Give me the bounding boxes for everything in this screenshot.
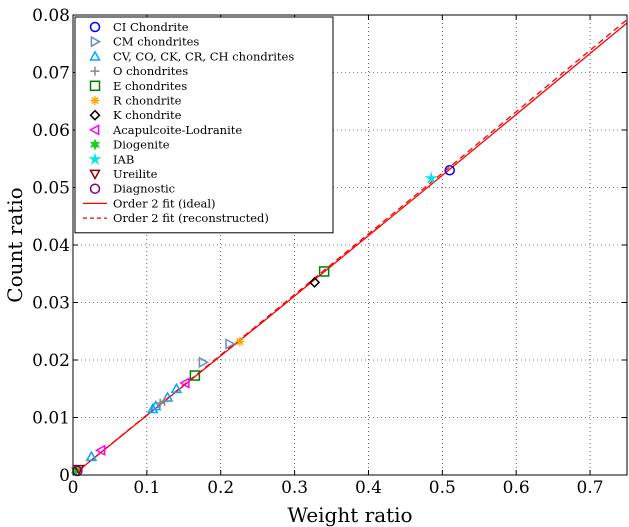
legend-marker bbox=[89, 169, 101, 181]
data-points bbox=[70, 165, 455, 477]
legend-marker bbox=[89, 21, 101, 33]
data-point-cm-chondrites bbox=[225, 338, 236, 350]
x-tick-label: 0.3 bbox=[281, 478, 308, 498]
x-tick-label: 0.4 bbox=[355, 478, 382, 498]
axis-ticks: 0 0.1 0.2 0.3 0.4 0.5 0.6 0.7 0 0.01 0.02 0.03 0.04 0… bbox=[32, 6, 627, 498]
x-tick-label: 0.1 bbox=[133, 478, 160, 498]
data-point-o-chondrites bbox=[160, 396, 170, 406]
legend-entry-label: Diogenite bbox=[113, 138, 170, 152]
legend-marker bbox=[90, 66, 100, 76]
legend-marker bbox=[88, 124, 100, 136]
legend-entry-label: Ureilite bbox=[113, 167, 158, 181]
legend-entry-label: Diagnostic bbox=[113, 182, 175, 196]
data-point-cv-co-ck-cr-ch-chondrites bbox=[147, 402, 159, 414]
legend-marker bbox=[88, 152, 102, 165]
x-tick-label: 0 bbox=[68, 478, 79, 498]
x-tick-label: 0.6 bbox=[503, 478, 530, 498]
x-tick-label: 0.5 bbox=[429, 478, 456, 498]
legend-marker bbox=[90, 96, 100, 105]
legend-entry-label: R chondrite bbox=[113, 94, 182, 108]
data-point-cv-co-ck-cr-ch-chondrites bbox=[170, 382, 183, 394]
y-axis-label: Count ratio bbox=[3, 187, 27, 302]
x-axis-label: Weight ratio bbox=[287, 503, 412, 527]
legend-entry-label: CV, CO, CK, CR, CH chondrites bbox=[113, 49, 294, 63]
legend-box bbox=[74, 16, 334, 234]
data-point-r-chondrite bbox=[235, 337, 245, 347]
legend-marker bbox=[89, 109, 101, 121]
legend-entry-label: IAB bbox=[113, 152, 134, 166]
data-point-acapulcoite-lodranite bbox=[179, 377, 190, 389]
legend-entry-label: Order 2 fit (reconstructed) bbox=[113, 211, 269, 225]
legend-entry-label: Acapulcoite-Lodranite bbox=[112, 123, 242, 137]
legend-entry-label: O chondrites bbox=[113, 64, 188, 78]
y-tick-label: 0.05 bbox=[32, 179, 70, 199]
data-point-iab bbox=[424, 171, 438, 184]
legend-entry-label: Order 2 fit (ideal) bbox=[113, 196, 216, 210]
data-point-cv-co-ck-cr-ch-chondrites bbox=[149, 399, 162, 411]
legend-entry-label: CI Chondrite bbox=[113, 20, 189, 34]
x-tick-label: 0.7 bbox=[577, 478, 604, 498]
data-point-k-chondrite bbox=[308, 276, 321, 288]
data-point-cm-chondrites bbox=[198, 356, 210, 369]
y-tick-label: 0.07 bbox=[32, 64, 70, 84]
data-point-e-chondrites bbox=[189, 370, 201, 381]
y-tick-label: 0.04 bbox=[32, 236, 70, 256]
legend-marker bbox=[89, 183, 101, 194]
y-tick-label: 0.06 bbox=[32, 121, 70, 141]
legend-entry-label: E chondrites bbox=[113, 79, 187, 93]
legend-entry-label: CM chondrites bbox=[113, 35, 199, 49]
y-tick-label: 0 bbox=[59, 466, 70, 486]
legend-entry-label: K chondrite bbox=[113, 108, 182, 122]
data-point-cv-co-ck-cr-ch-chondrites bbox=[85, 450, 98, 461]
legend-marker bbox=[89, 50, 101, 61]
legend-marker bbox=[90, 35, 102, 48]
data-point-ci-chondrite bbox=[444, 165, 455, 176]
data-point-o-chondrites bbox=[155, 398, 165, 408]
y-tick-label: 0.03 bbox=[32, 294, 70, 314]
y-tick-label: 0.08 bbox=[32, 6, 70, 26]
data-point-e-chondrites bbox=[318, 266, 330, 277]
y-tick-label: 0.01 bbox=[32, 409, 70, 429]
y-tick-label: 0.02 bbox=[32, 351, 70, 371]
legend-marker bbox=[89, 138, 101, 151]
data-point-acapulcoite-lodranite bbox=[95, 444, 106, 457]
x-tick-label: 0.2 bbox=[207, 478, 234, 498]
legend-marker bbox=[89, 80, 101, 92]
